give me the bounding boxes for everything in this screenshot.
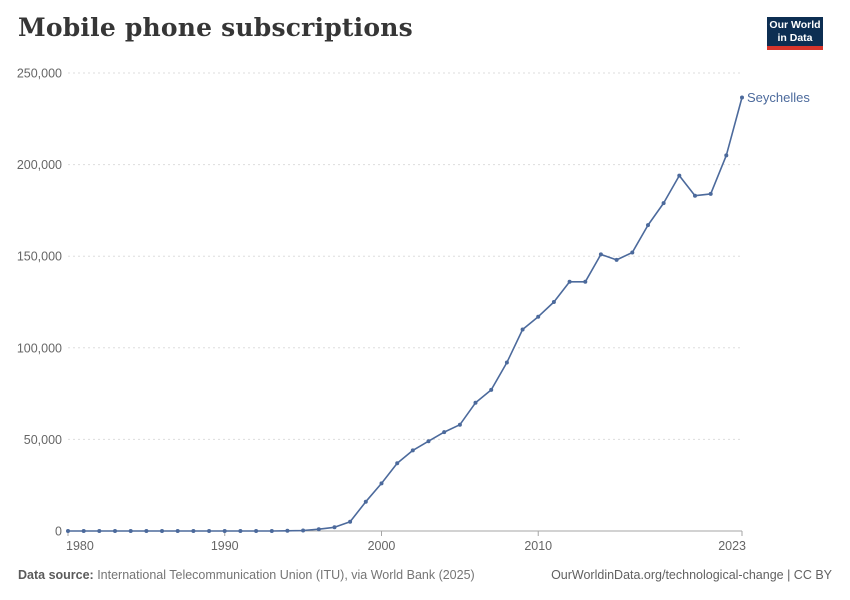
chart-title: Mobile phone subscriptions <box>18 13 413 42</box>
data-point <box>207 529 212 533</box>
data-point <box>489 387 494 392</box>
data-point <box>630 250 635 255</box>
data-point <box>724 153 729 158</box>
data-point <box>66 529 70 533</box>
data-source-text: International Telecommunication Union (I… <box>93 568 475 582</box>
data-point <box>301 528 306 533</box>
data-point <box>97 529 102 533</box>
series-end-label[interactable]: Seychelles <box>747 90 810 105</box>
data-source-label: Data source: <box>18 568 94 582</box>
data-point <box>191 529 196 533</box>
footer-link[interactable]: OurWorldinData.org/technological-change … <box>551 568 832 582</box>
owid-logo-line1: Our World <box>769 19 821 32</box>
data-point <box>269 529 274 533</box>
data-point <box>426 439 431 444</box>
y-tick-label: 250,000 <box>17 67 62 81</box>
y-tick-label: 150,000 <box>17 250 62 264</box>
data-point <box>473 400 478 405</box>
data-point <box>410 448 415 453</box>
data-point <box>677 173 682 178</box>
data-point <box>348 519 353 524</box>
data-point <box>128 529 133 533</box>
data-point <box>285 528 290 533</box>
y-tick-label: 50,000 <box>24 433 62 447</box>
data-point <box>614 257 619 262</box>
data-point <box>442 430 447 435</box>
data-point <box>238 529 243 533</box>
data-point <box>81 529 86 533</box>
data-point <box>395 461 400 466</box>
x-tick-label: 2000 <box>368 539 396 553</box>
x-tick-label: 1980 <box>66 539 94 553</box>
data-point <box>693 193 697 198</box>
owid-logo-line2: in Data <box>777 31 813 44</box>
data-point <box>160 529 164 533</box>
data-point <box>379 481 384 486</box>
data-point <box>144 529 149 533</box>
x-tick-label: 1990 <box>211 539 239 553</box>
series-line[interactable] <box>67 96 743 532</box>
owid-logo[interactable]: Our World in Data <box>767 17 823 50</box>
data-point <box>598 252 603 257</box>
data-point <box>175 529 180 533</box>
data-point <box>332 525 337 530</box>
data-point <box>520 327 525 332</box>
data-source: Data source: International Telecommunica… <box>18 568 475 582</box>
y-tick-label: 0 <box>55 525 62 539</box>
data-point <box>740 95 744 100</box>
data-point <box>551 300 556 304</box>
data-point <box>222 529 227 533</box>
y-tick-label: 200,000 <box>17 158 62 172</box>
data-point <box>708 191 713 196</box>
chart-footer: Data source: International Telecommunica… <box>18 568 832 582</box>
x-tick-label: 2023 <box>718 539 746 553</box>
data-point <box>536 314 541 319</box>
data-point <box>646 223 650 228</box>
y-tick-label: 100,000 <box>17 341 62 355</box>
data-point <box>661 201 666 206</box>
data-point <box>583 279 588 284</box>
data-point <box>504 360 509 365</box>
data-point <box>316 527 321 532</box>
data-point <box>457 422 462 427</box>
data-point <box>113 529 117 533</box>
x-tick-label: 2010 <box>524 539 552 553</box>
data-point <box>363 499 368 504</box>
data-point <box>567 279 572 284</box>
data-point <box>254 529 259 533</box>
